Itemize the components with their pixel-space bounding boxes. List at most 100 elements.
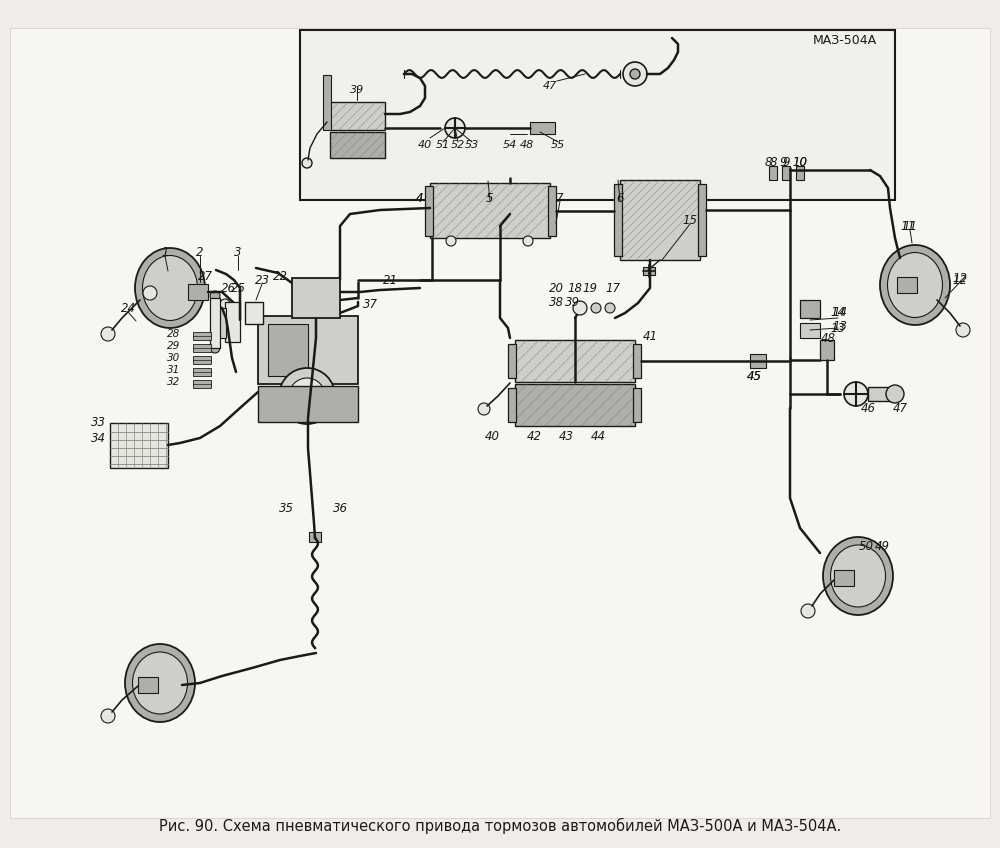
Text: 13: 13 — [832, 320, 848, 332]
Bar — [633, 388, 641, 422]
Text: 27: 27 — [198, 270, 212, 282]
Text: 43: 43 — [558, 429, 574, 443]
Text: 37: 37 — [362, 298, 378, 310]
Circle shape — [445, 118, 465, 138]
Text: 45: 45 — [746, 370, 762, 382]
Text: 52: 52 — [451, 140, 465, 150]
Circle shape — [446, 236, 456, 246]
Text: 49: 49 — [874, 539, 890, 553]
Text: 12: 12 — [952, 274, 968, 287]
Text: 11: 11 — [900, 220, 916, 232]
Text: 17: 17 — [606, 282, 620, 294]
Text: 22: 22 — [272, 270, 288, 282]
Circle shape — [289, 378, 325, 414]
Circle shape — [143, 286, 157, 300]
Bar — [515, 340, 635, 382]
Bar — [508, 344, 516, 378]
Text: 38: 38 — [548, 297, 564, 310]
Text: 29: 29 — [167, 341, 180, 351]
Bar — [800, 323, 820, 338]
Bar — [225, 302, 240, 342]
Bar — [643, 267, 655, 275]
Bar — [193, 344, 211, 352]
Bar — [782, 166, 790, 180]
Bar — [330, 102, 385, 130]
Text: 4: 4 — [416, 192, 424, 204]
Text: 30: 30 — [167, 353, 180, 363]
Circle shape — [478, 403, 490, 415]
Text: 23: 23 — [254, 274, 270, 287]
Bar — [193, 368, 211, 376]
Text: 36: 36 — [332, 501, 348, 515]
Text: Рис. 90. Схема пневматического привода тормозов автомобилей МАЗ-500А и МАЗ-504А.: Рис. 90. Схема пневматического привода т… — [159, 818, 841, 834]
Text: 46: 46 — [860, 401, 876, 415]
Bar — [193, 356, 211, 364]
Bar — [548, 186, 556, 236]
Text: 9: 9 — [779, 157, 787, 170]
Bar — [300, 30, 895, 200]
Text: 54: 54 — [503, 140, 517, 150]
Text: 40: 40 — [418, 140, 432, 150]
Circle shape — [956, 323, 970, 337]
Bar — [138, 677, 158, 693]
Circle shape — [210, 343, 220, 353]
Ellipse shape — [830, 545, 886, 607]
Ellipse shape — [132, 652, 188, 714]
Text: 31: 31 — [167, 365, 180, 375]
Circle shape — [101, 327, 115, 341]
Text: 35: 35 — [278, 501, 294, 515]
Text: 12: 12 — [952, 271, 968, 284]
Bar — [193, 332, 211, 340]
Text: 4: 4 — [416, 192, 424, 204]
Bar — [868, 387, 896, 401]
Text: 21: 21 — [382, 274, 398, 287]
Text: 20: 20 — [548, 282, 564, 294]
Bar — [698, 184, 706, 256]
Bar — [309, 532, 321, 542]
Bar — [897, 277, 917, 293]
Text: 45: 45 — [746, 370, 762, 382]
Circle shape — [279, 368, 335, 424]
Circle shape — [302, 391, 312, 401]
Text: 26: 26 — [220, 282, 236, 294]
Bar — [425, 186, 433, 236]
Text: 33: 33 — [90, 416, 106, 429]
Bar — [330, 132, 385, 158]
Text: 19: 19 — [582, 282, 598, 294]
Text: 47: 47 — [893, 401, 908, 415]
Bar — [620, 180, 700, 260]
Text: 14: 14 — [830, 306, 846, 320]
Bar — [800, 300, 820, 318]
Text: 18: 18 — [568, 282, 582, 294]
Text: 25: 25 — [230, 282, 246, 294]
Text: 40: 40 — [484, 429, 500, 443]
Text: 50: 50 — [858, 539, 874, 553]
Circle shape — [523, 236, 533, 246]
Bar — [218, 308, 226, 338]
Bar — [515, 384, 635, 426]
Bar — [210, 298, 220, 348]
Text: 47: 47 — [543, 81, 557, 91]
Text: 1: 1 — [161, 246, 169, 259]
Circle shape — [605, 303, 615, 313]
Text: 39: 39 — [564, 297, 580, 310]
Text: МАЗ-504А: МАЗ-504А — [813, 34, 877, 47]
Text: 24: 24 — [120, 302, 136, 315]
Text: 42: 42 — [526, 429, 542, 443]
Bar — [530, 122, 555, 134]
Text: 15: 15 — [682, 214, 698, 226]
Circle shape — [801, 604, 815, 618]
Bar — [633, 344, 641, 378]
Bar — [750, 354, 766, 368]
Circle shape — [302, 158, 312, 168]
Text: 53: 53 — [465, 140, 479, 150]
Text: 44: 44 — [590, 429, 606, 443]
Circle shape — [573, 301, 587, 315]
Text: 2: 2 — [196, 246, 204, 259]
Bar — [258, 386, 358, 422]
Text: 39: 39 — [350, 85, 364, 95]
Bar — [796, 166, 804, 180]
Text: 48: 48 — [520, 140, 534, 150]
Text: 9: 9 — [782, 157, 790, 170]
Circle shape — [630, 69, 640, 79]
